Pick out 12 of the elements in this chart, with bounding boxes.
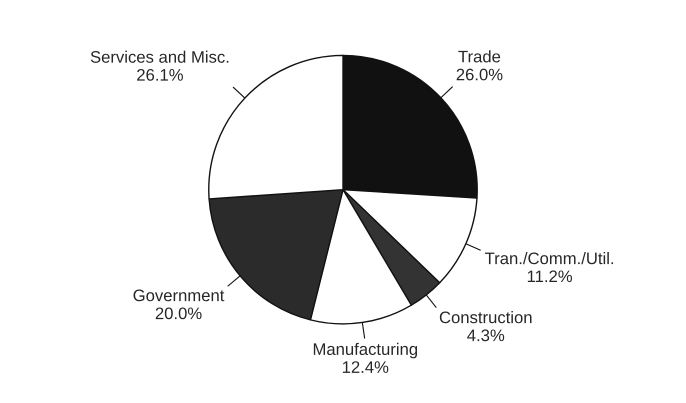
slice-label: Construction [440,311,532,324]
slice-label: Government [134,289,224,302]
slice-label: Tran./Comm./Util. [485,252,614,264]
data-label: 20.0% [156,307,202,320]
data-label: 12.4% [342,361,388,373]
slice-label: Services and Misc. [90,50,228,63]
data-label: 26.0% [456,68,502,80]
slice-label: Manufacturing [314,342,418,358]
data-label: 26.1% [137,68,183,81]
data-label: 11.2% [528,270,572,282]
slice-label: Trade [458,50,500,62]
data-label: 4.3% [467,329,504,342]
